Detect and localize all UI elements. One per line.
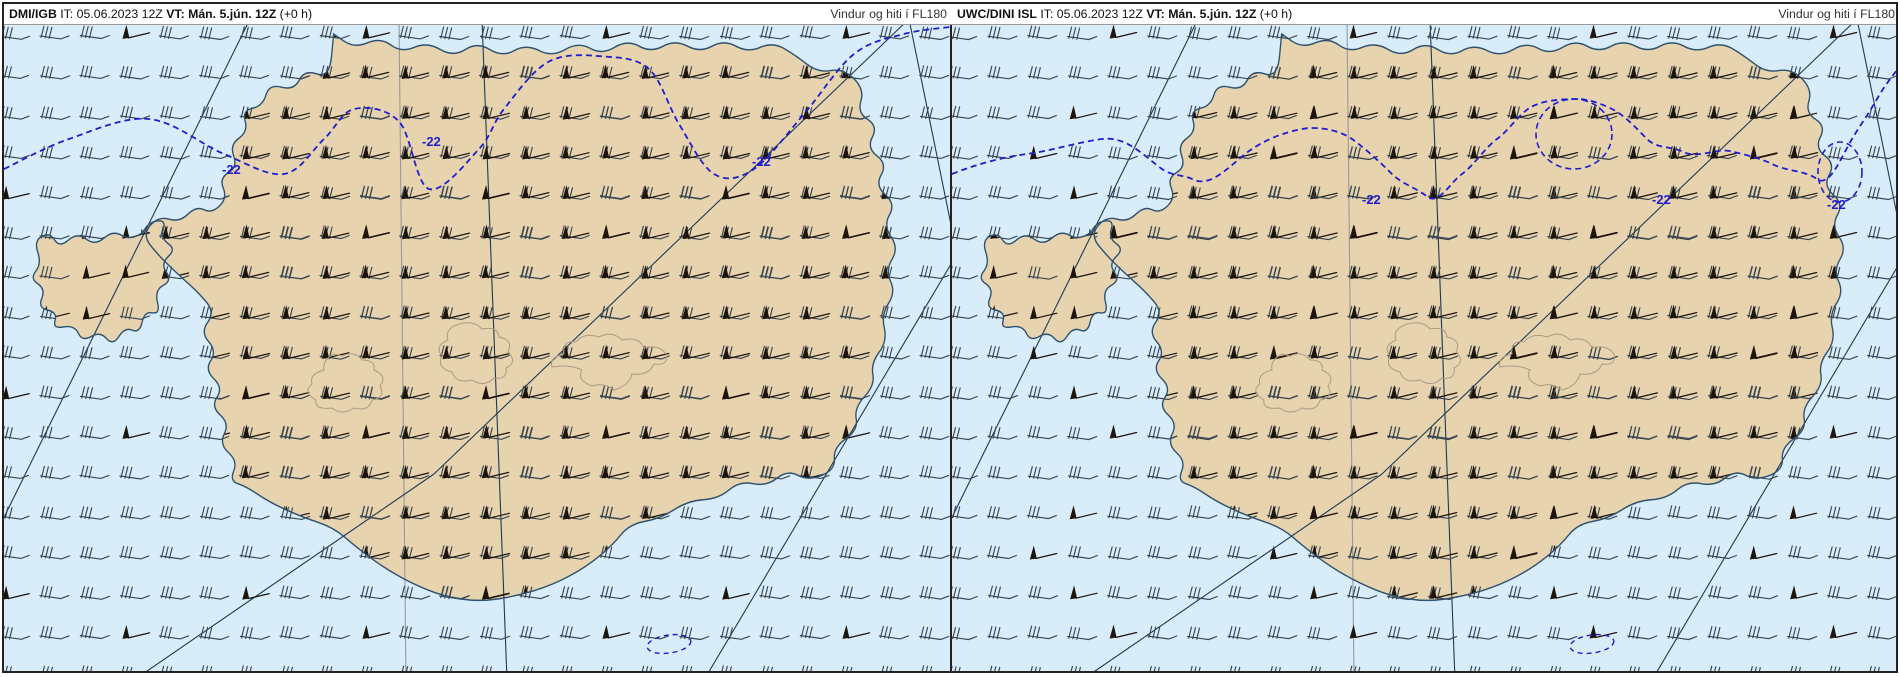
svg-text:-22: -22	[752, 154, 771, 169]
svg-text:-22: -22	[422, 134, 441, 149]
svg-text:-22: -22	[1827, 197, 1846, 212]
svg-text:-22: -22	[1362, 192, 1381, 207]
svg-text:-22: -22	[1652, 192, 1671, 207]
svg-text:-22: -22	[222, 162, 241, 177]
